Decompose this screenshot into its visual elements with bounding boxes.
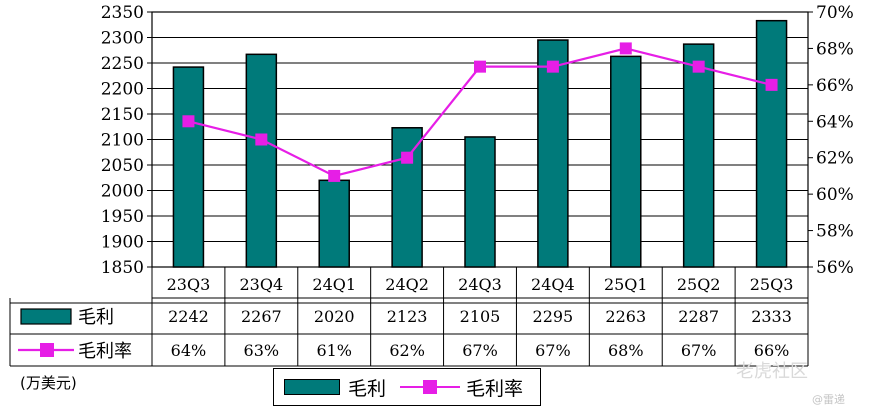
bar-24Q2	[391, 127, 423, 268]
legend-bar-swatch	[284, 379, 340, 395]
y-left-tick-label: 1950	[101, 207, 144, 227]
y-right-tick-label: 68%	[816, 39, 854, 59]
table-cell: 2105	[460, 307, 501, 326]
point-25Q1	[619, 42, 632, 55]
table-cell: 2287	[678, 307, 719, 326]
point-25Q3	[765, 78, 778, 91]
x-tick-label: 25Q1	[604, 275, 648, 294]
table-cell: 64%	[171, 341, 207, 360]
bar-24Q3	[464, 136, 496, 268]
point-24Q3	[474, 60, 486, 73]
table-cell: 2242	[168, 307, 209, 326]
y-right-tick-label: 60%	[816, 185, 854, 205]
table-cell: 2020	[314, 307, 355, 326]
x-tick-label: 24Q2	[385, 275, 429, 294]
x-tick-label: 25Q2	[677, 275, 721, 294]
point-23Q4	[255, 133, 268, 146]
watermark-brand: 老虎社区	[736, 361, 808, 382]
y-right-tick-label: 62%	[816, 149, 854, 169]
table-cell: 62%	[389, 341, 425, 360]
x-tick-label: 25Q3	[750, 275, 794, 294]
table-cell: 2295	[533, 307, 574, 326]
y-left-tick-label: 2150	[101, 105, 144, 125]
table-cell: 2267	[241, 307, 282, 326]
table-cell: 2263	[605, 307, 646, 326]
row-swatch-bar	[20, 308, 72, 325]
table-cell: 67%	[462, 341, 498, 360]
table-cell: 2333	[751, 307, 792, 326]
x-tick-label: 24Q4	[531, 275, 575, 294]
point-25Q2	[692, 60, 705, 73]
y-right-tick-label: 66%	[816, 76, 854, 96]
table-cell: 63%	[244, 341, 280, 360]
y-right-tick-label: 58%	[816, 222, 854, 242]
watermark-author: @雷递	[812, 393, 845, 406]
table-cell: 68%	[608, 341, 644, 360]
x-tick-label: 23Q4	[240, 275, 284, 294]
table-cell: 67%	[681, 341, 717, 360]
y-left-tick-label: 2000	[101, 182, 144, 202]
y-left-tick-label: 2250	[101, 54, 144, 74]
row-label: 毛利	[78, 307, 114, 328]
y-left-tick-label: 1850	[101, 258, 144, 278]
y-left-tick-label: 2300	[101, 29, 144, 49]
y-left-tick-label: 2100	[101, 131, 144, 151]
row-label: 毛利率	[78, 341, 132, 362]
point-24Q1	[328, 169, 341, 182]
point-23Q3	[182, 115, 195, 128]
table-cell: 67%	[535, 341, 571, 360]
table-cell: 2123	[387, 307, 428, 326]
y-left-tick-label: 2050	[101, 156, 144, 176]
bar-23Q4	[245, 53, 278, 268]
x-tick-label: 24Q1	[312, 275, 356, 294]
y-left-tick-label: 2200	[101, 80, 144, 100]
point-24Q2	[401, 151, 414, 164]
x-tick-label: 24Q3	[458, 275, 502, 294]
bar-25Q1	[610, 55, 642, 268]
table-cell: 61%	[316, 341, 352, 360]
table-cell: 66%	[754, 341, 790, 360]
unit-label: (万美元)	[20, 374, 77, 392]
y-left-tick-label: 1900	[101, 233, 144, 253]
bar-25Q2	[682, 43, 715, 268]
bar-24Q1	[318, 179, 350, 268]
x-tick-label: 23Q3	[167, 275, 211, 294]
legend-line-label: 毛利率	[466, 377, 524, 400]
legend-bar-label: 毛利	[348, 377, 387, 400]
y-left-tick-label: 2350	[101, 3, 144, 23]
bar-25Q3	[755, 19, 788, 268]
bar-24Q4	[537, 39, 569, 268]
bar-23Q3	[172, 66, 205, 268]
y-right-tick-label: 56%	[816, 258, 854, 278]
y-right-tick-label: 70%	[816, 3, 854, 23]
legend-line-swatch	[400, 379, 461, 395]
point-24Q4	[546, 60, 559, 73]
row-swatch-marker	[40, 343, 54, 357]
y-right-tick-label: 64%	[816, 112, 854, 132]
legend: 毛利 毛利率	[273, 368, 541, 406]
